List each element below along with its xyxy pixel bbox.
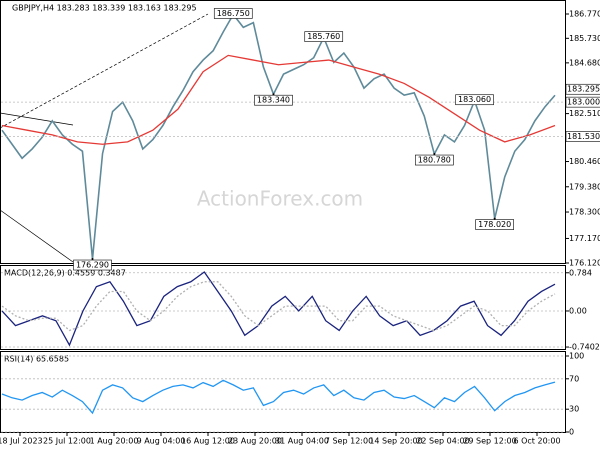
label-box [213, 8, 253, 19]
x-tick-label: 31 Aug 04:00 [275, 437, 329, 446]
label: 180.780 [418, 156, 451, 165]
label: 185.760 [307, 32, 340, 41]
y-tick-label: 0.00 [569, 306, 587, 315]
label: 183.340 [257, 96, 290, 105]
label-box [475, 219, 514, 230]
y-tick-label: -0.7402 [569, 343, 600, 352]
label: 183.060 [458, 95, 491, 104]
label: 181.530 [567, 132, 600, 141]
x-tick-label: 14 Sep 20:00 [369, 437, 422, 446]
label-box [565, 131, 600, 142]
trend-line [0, 112, 74, 126]
label-box [254, 94, 293, 106]
x-tick-label: 16 Aug 12:00 [181, 437, 235, 446]
price-title: GBPJPY,H4 183.283 183.339 183.163 183.29… [12, 4, 197, 13]
label: 186.750 [217, 9, 250, 18]
label: 178.020 [478, 220, 511, 229]
annotation-point [493, 217, 496, 220]
rsi-title: RSI(14) 65.6585 [4, 355, 69, 364]
y-tick-label: 186.770 [569, 10, 600, 19]
annotation-point [272, 93, 275, 96]
series-line [1, 13, 556, 260]
y-tick-label: 180.460 [569, 157, 600, 166]
label-box [565, 96, 600, 108]
x-tick-label: 25 Jul 12:00 [43, 437, 91, 446]
series-line [1, 271, 556, 347]
macd-title: MACD(12,26,9) 0.4559 0.3487 [4, 269, 126, 278]
series-line [1, 379, 556, 415]
label: 183.295 [567, 85, 600, 94]
label-box [415, 154, 454, 166]
watermark: ActionForex.com [197, 187, 363, 211]
y-tick-label: 185.730 [569, 34, 600, 43]
x-tick-label: 22 Sep 04:00 [416, 437, 469, 446]
price-panel [0, 0, 566, 264]
x-tick-label: 23 Aug 20:00 [228, 437, 282, 446]
x-tick-label: 29 Sep 12:00 [463, 437, 516, 446]
rsi-panel [0, 351, 566, 433]
x-tick-label: 7 Sep 12:00 [325, 437, 373, 446]
y-tick-label: 70 [569, 374, 579, 383]
macd-panel [0, 265, 566, 350]
y-tick-label: 100 [569, 352, 584, 361]
label-box [304, 31, 344, 42]
y-tick-label: 30 [569, 405, 579, 414]
trend-line [0, 209, 74, 263]
y-tick-label: 182.510 [569, 109, 600, 118]
x-tick-label: 6 Oct 20:00 [513, 437, 560, 446]
y-tick-label: 0 [569, 428, 574, 437]
x-tick-label: 1 Aug 20:00 [90, 437, 139, 446]
x-tick-label: 18 Jul 2023 [0, 437, 43, 446]
trend-line [0, 13, 209, 129]
annotation-point [433, 153, 436, 156]
y-tick-label: 176.120 [569, 259, 600, 268]
y-tick-label: 184.680 [569, 58, 600, 67]
y-tick-label: 179.380 [569, 182, 600, 191]
y-tick-label: 177.170 [569, 234, 600, 243]
y-tick-label: 0.784 [569, 268, 592, 277]
label-box [73, 259, 112, 271]
label: 176.290 [76, 261, 109, 270]
label-box [455, 94, 494, 106]
y-tick-label: 178.300 [569, 208, 600, 217]
x-tick-label: 9 Aug 04:00 [137, 437, 186, 446]
annotation-point [91, 258, 94, 261]
series-line [1, 54, 556, 145]
label: 183.000 [567, 98, 600, 107]
label-box [565, 83, 600, 95]
